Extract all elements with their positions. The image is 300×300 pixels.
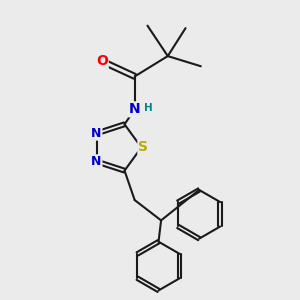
Text: N: N (91, 155, 101, 168)
Text: N: N (129, 102, 141, 116)
Text: S: S (138, 140, 148, 154)
Text: N: N (91, 127, 101, 140)
Text: H: H (144, 103, 153, 113)
Text: O: O (96, 54, 108, 68)
